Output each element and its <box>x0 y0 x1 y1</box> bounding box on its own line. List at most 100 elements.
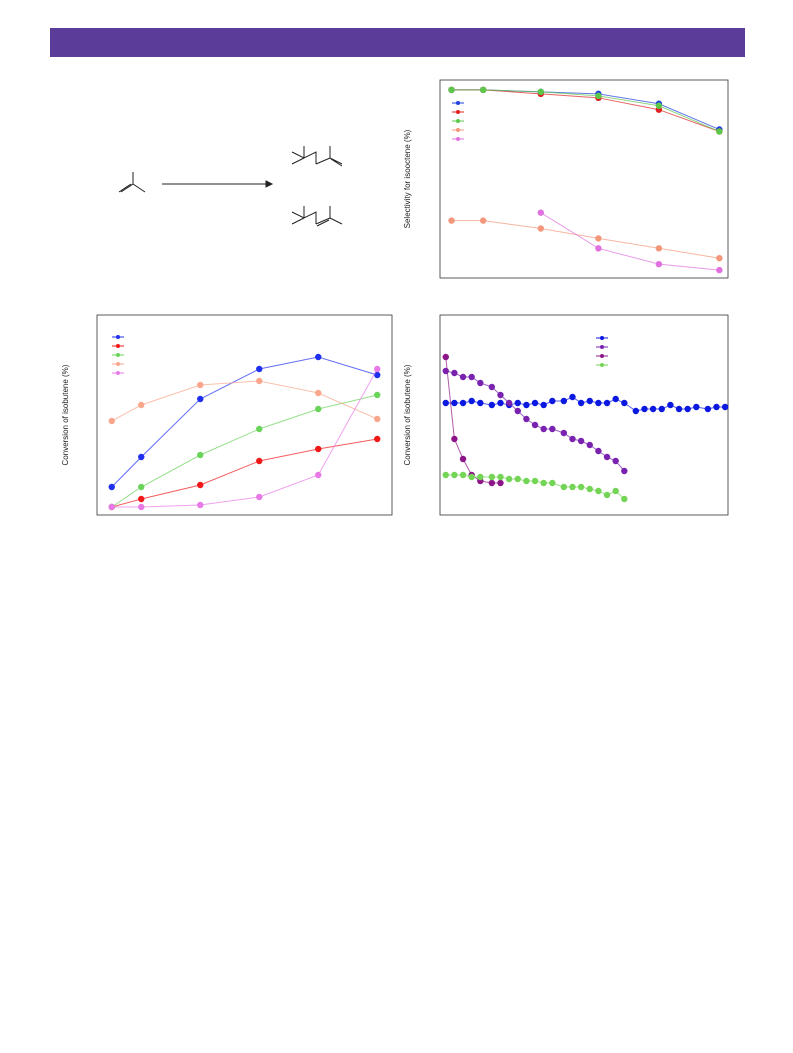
data-point <box>197 451 204 459</box>
data-point <box>569 483 576 491</box>
data-point <box>569 435 576 443</box>
data-point <box>256 377 263 385</box>
data-point <box>138 453 145 461</box>
data-point <box>448 86 455 94</box>
data-point <box>537 209 544 216</box>
data-line <box>540 212 720 271</box>
legend-marker <box>456 119 460 123</box>
data-point <box>549 479 556 487</box>
data-point <box>603 491 611 499</box>
data-line <box>111 356 378 488</box>
data-point <box>560 483 568 491</box>
legend-marker <box>600 363 604 367</box>
data-line <box>111 380 378 422</box>
data-point <box>655 245 663 252</box>
data-point <box>716 266 723 274</box>
data-point <box>675 405 683 413</box>
legend-marker <box>116 344 120 348</box>
legend-marker <box>116 371 120 375</box>
data-point <box>586 441 593 449</box>
data-point <box>713 403 720 411</box>
data-point <box>374 371 381 379</box>
data-point <box>505 475 513 483</box>
data-point <box>468 473 475 481</box>
data-point <box>523 415 530 423</box>
data-point <box>497 399 504 407</box>
data-point <box>560 397 568 405</box>
data-point <box>459 373 467 381</box>
data-point <box>138 495 145 503</box>
legend-marker <box>600 336 604 340</box>
data-line <box>451 89 720 132</box>
data-line <box>111 394 378 508</box>
data-point <box>621 467 628 475</box>
data-point <box>468 397 475 405</box>
data-line <box>451 220 720 259</box>
data-point <box>549 425 556 433</box>
data-point <box>560 429 568 437</box>
data-point <box>586 397 593 405</box>
data-point <box>108 503 115 511</box>
data-point <box>197 501 204 509</box>
y-axis-label: Conversion of isobutene (%) <box>403 364 412 465</box>
data-point <box>451 369 458 377</box>
data-point <box>256 493 263 501</box>
legend-marker <box>600 345 604 349</box>
data-point <box>256 365 263 373</box>
data-point <box>531 477 539 485</box>
data-point <box>595 235 602 242</box>
data-point <box>621 495 628 503</box>
data-point <box>459 455 467 463</box>
data-point <box>197 395 204 403</box>
data-point <box>721 403 729 411</box>
data-point <box>256 457 263 465</box>
data-point <box>549 397 556 405</box>
data-point <box>603 399 611 407</box>
data-point <box>374 365 381 373</box>
plot-frame <box>439 79 729 279</box>
data-point <box>540 425 547 433</box>
data-point <box>448 217 455 224</box>
data-point <box>488 473 496 481</box>
legend-marker <box>456 110 460 114</box>
data-point <box>693 403 700 411</box>
data-point <box>716 255 723 262</box>
data-point <box>442 399 449 407</box>
data-point <box>649 405 657 413</box>
data-point <box>540 401 547 409</box>
legend-marker <box>456 128 460 132</box>
legend-marker <box>600 354 604 358</box>
data-point <box>658 405 665 413</box>
data-point <box>612 457 619 465</box>
data-point <box>514 399 521 407</box>
data-point <box>537 225 544 232</box>
plot-frame <box>96 314 393 516</box>
data-point <box>667 401 674 409</box>
data-point <box>612 395 619 403</box>
data-point <box>514 407 521 415</box>
data-point <box>374 415 381 423</box>
data-line <box>111 368 378 508</box>
data-point <box>537 88 544 96</box>
data-point <box>595 92 602 100</box>
legend-marker <box>456 137 460 141</box>
data-point <box>497 473 504 481</box>
data-point <box>577 483 585 491</box>
data-point <box>108 417 115 425</box>
data-point <box>603 453 611 461</box>
data-point <box>595 447 602 455</box>
data-point <box>684 405 691 413</box>
data-point <box>514 475 521 483</box>
data-point <box>577 437 585 445</box>
data-point <box>612 487 619 495</box>
data-point <box>655 102 663 109</box>
data-point <box>442 353 449 361</box>
data-point <box>655 260 663 268</box>
data-point <box>540 479 547 487</box>
data-point <box>595 399 602 407</box>
legend-marker <box>116 335 120 339</box>
data-point <box>451 399 458 407</box>
data-point <box>531 421 539 429</box>
data-point <box>374 435 381 443</box>
